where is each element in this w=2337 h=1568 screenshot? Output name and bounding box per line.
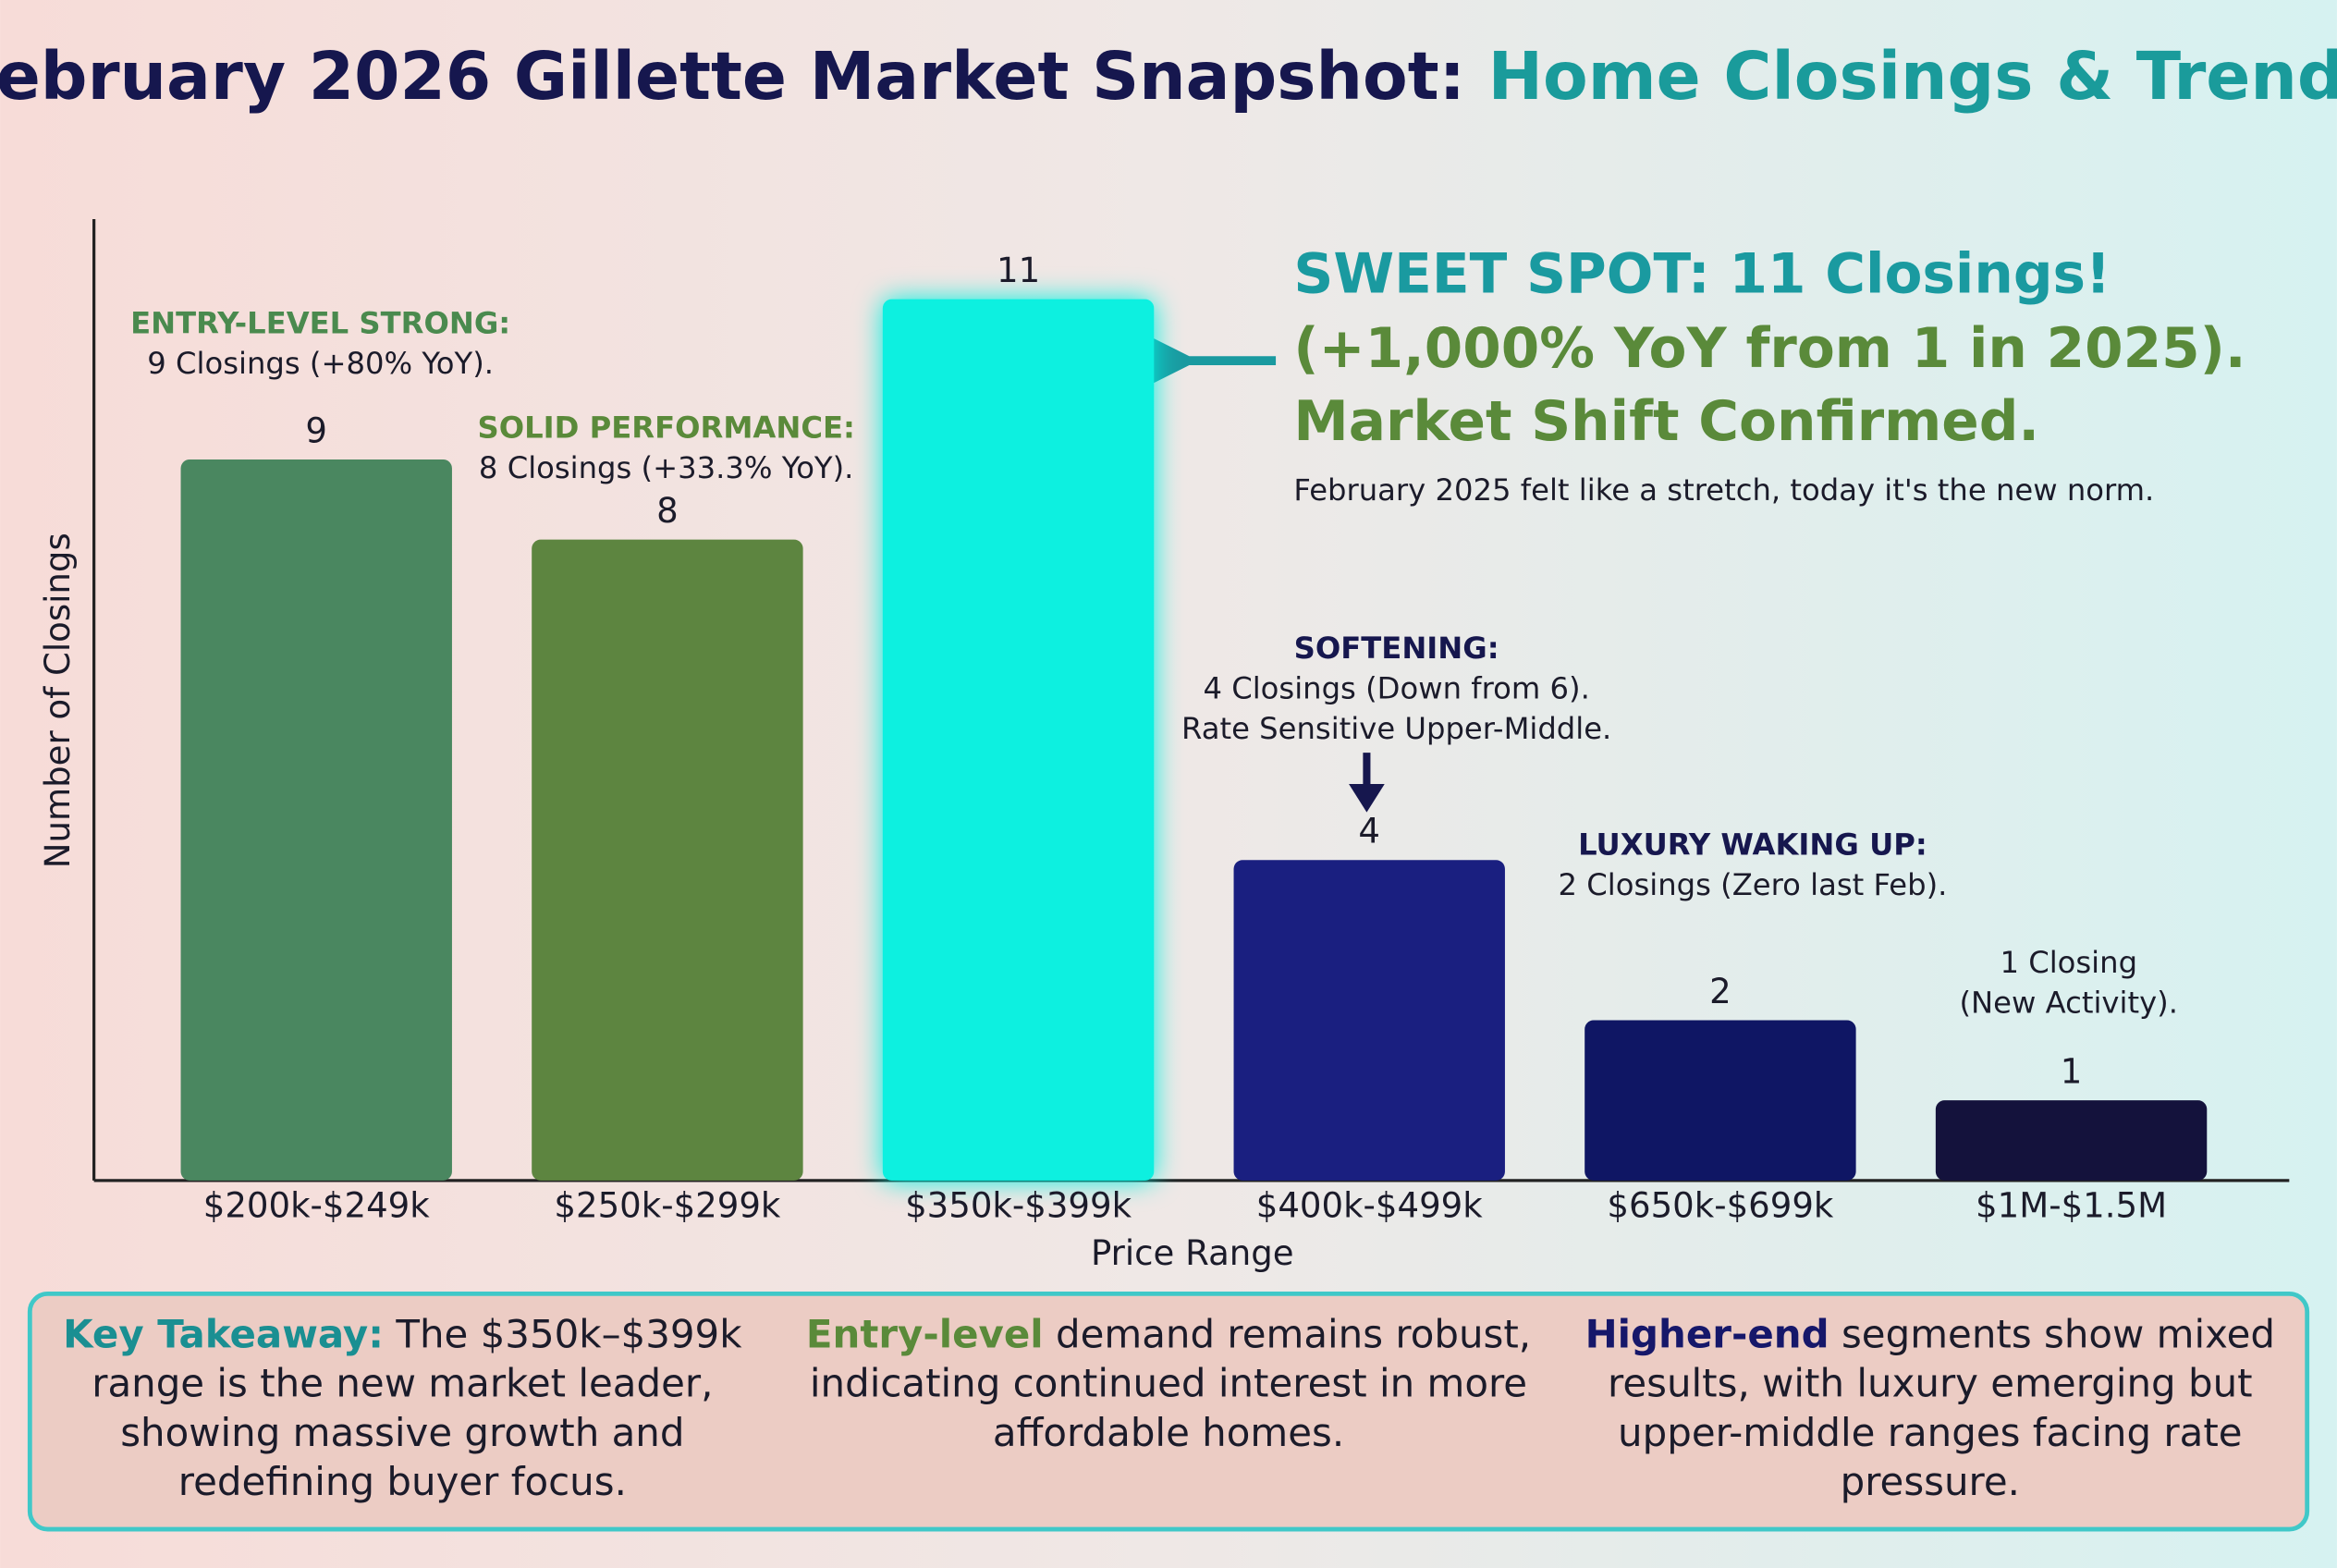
arrow-down <box>1349 753 1385 813</box>
bar <box>1233 860 1505 1181</box>
bar <box>180 459 452 1181</box>
bar <box>1585 1020 1856 1181</box>
x-tick-label: $200k-$249k <box>203 1185 430 1225</box>
y-axis-label: Number of Closings <box>38 533 78 868</box>
annotation: Rate Sensitive Upper-Middle. <box>1181 711 1611 746</box>
annotation: SWEET SPOT: 11 Closings! <box>1293 242 2111 306</box>
takeaway: Key Takeaway: The $350k–$399k range is t… <box>37 1312 767 1509</box>
x-tick-label: $250k-$299k <box>554 1185 780 1225</box>
takeaway: Higher-end segments show mixed results, … <box>1565 1312 2295 1509</box>
takeaway: Entry-level demand remains robust, indic… <box>803 1312 1534 1460</box>
value-label: 11 <box>997 251 1040 290</box>
annotation: Market Shift Confirmed. <box>1293 390 2039 454</box>
takeaway-body: demand remains robust, indicating contin… <box>809 1313 1532 1457</box>
annotation: 8 Closings (+33.3% YoY). <box>479 450 854 485</box>
value-label: 4 <box>1358 812 1380 851</box>
title-highlight: Home Closings & Trends <box>1488 38 2337 115</box>
annotation: (+1,000% YoY from 1 in 2025). <box>1293 317 2245 381</box>
chart-title: February 2026 Gillette Market Snapshot: … <box>0 38 2337 115</box>
x-tick-label: $350k-$399k <box>905 1185 1132 1225</box>
annotation: 1 Closing <box>2000 945 2137 980</box>
takeaway-text: Higher-end segments show mixed results, … <box>1565 1312 2295 1509</box>
annotation: 4 Closings (Down from 6). <box>1203 670 1589 705</box>
takeaway-text: Key Takeaway: The $350k–$399k range is t… <box>37 1312 767 1509</box>
takeaway-text: Entry-level demand remains robust, indic… <box>803 1312 1534 1460</box>
x-axis-label: Price Range <box>1091 1233 1294 1273</box>
annotation: SOLID PERFORMANCE: <box>477 410 854 445</box>
takeaway-lead: Key Takeaway: <box>63 1313 385 1358</box>
takeaway-body: The $350k–$399k range is the new market … <box>92 1313 742 1506</box>
annotation: ENTRY-LEVEL STRONG: <box>130 305 510 340</box>
x-tick-label: $1M-$1.5M <box>1976 1185 2167 1225</box>
title-main: February 2026 Gillette Market Snapshot: <box>0 38 1465 115</box>
bar <box>882 299 1155 1181</box>
annotation: LUXURY WAKING UP: <box>1578 827 1927 863</box>
takeaway-lead: Higher-end <box>1585 1313 1829 1358</box>
value-label: 2 <box>1709 972 1731 1011</box>
bar <box>1935 1100 2208 1181</box>
annotation: (New Activity). <box>1959 986 2178 1021</box>
bar <box>532 539 803 1181</box>
value-label: 9 <box>305 410 327 450</box>
annotation: February 2025 felt like a stretch, today… <box>1293 472 2154 508</box>
takeaway-lead: Entry-level <box>805 1313 1044 1358</box>
takeaway-box <box>27 1291 2310 1532</box>
x-tick-label: $400k-$499k <box>1256 1185 1483 1225</box>
value-label: 1 <box>2061 1052 2083 1092</box>
annotation: 2 Closings (Zero last Feb). <box>1559 867 1948 902</box>
takeaway-body: segments show mixed results, with luxury… <box>1608 1313 2276 1506</box>
value-label: 8 <box>656 491 679 531</box>
annotation: 9 Closings (+80% YoY). <box>147 346 494 381</box>
annotation: SOFTENING: <box>1294 631 1499 666</box>
x-tick-label: $650k-$699k <box>1607 1185 1833 1225</box>
